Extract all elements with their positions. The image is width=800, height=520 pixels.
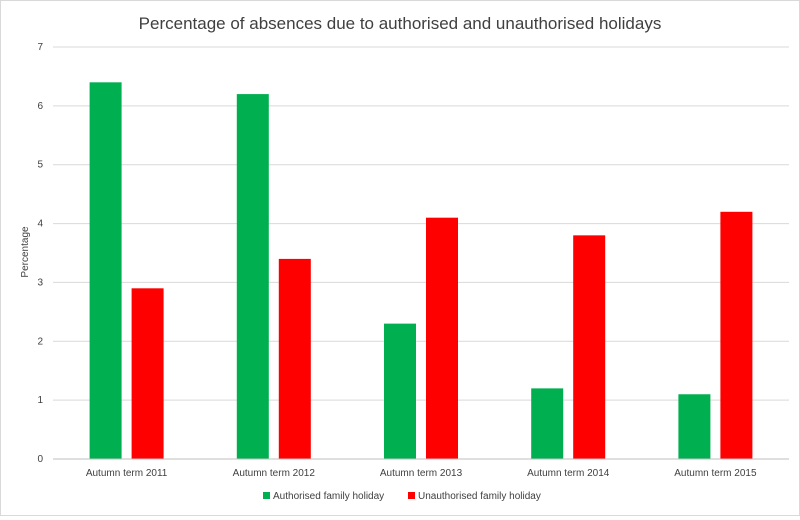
bar-unauthorised [573, 235, 606, 459]
x-tick-label: Autumn term 2013 [380, 468, 463, 479]
bar-unauthorised [720, 211, 753, 459]
bar-unauthorised [131, 288, 164, 459]
bar-authorised [531, 388, 564, 459]
bars [89, 82, 753, 460]
bar-unauthorised [278, 258, 311, 459]
x-tick-label: Autumn term 2011 [86, 468, 168, 479]
x-axis-ticks: Autumn term 2011 Autumn term 2012 Autumn t… [86, 468, 757, 479]
y-axis-ticks: 0 1 2 3 4 5 6 7 [37, 42, 43, 465]
y-tick-label: 4 [37, 219, 43, 230]
chart-title: Percentage of absences due to authorised… [139, 14, 662, 33]
legend-label: Authorised family holiday [273, 491, 384, 502]
y-tick-label: 6 [37, 101, 43, 112]
gridlines [53, 46, 789, 401]
y-tick-label: 1 [37, 395, 43, 406]
y-tick-label: 0 [37, 454, 43, 465]
y-tick-label: 3 [37, 277, 43, 288]
bar-authorised [678, 394, 711, 459]
y-tick-label: 5 [37, 160, 43, 171]
y-axis-label: Percentage [20, 226, 31, 278]
x-tick-label: Autumn term 2015 [674, 468, 757, 479]
bar-unauthorised [426, 217, 458, 459]
legend-label: Unauthorised family holiday [418, 491, 541, 502]
bar-authorised [384, 323, 416, 459]
legend: Authorised family holiday Unauthorised fa… [263, 491, 541, 502]
legend-swatch [408, 492, 415, 499]
bar-authorised [236, 94, 269, 459]
x-tick-label: Autumn term 2012 [233, 468, 316, 479]
bar-authorised [89, 82, 122, 460]
y-tick-label: 7 [37, 42, 43, 53]
x-tick-label: Autumn term 2014 [527, 468, 610, 479]
legend-swatch [263, 492, 270, 499]
y-tick-label: 2 [37, 336, 43, 347]
